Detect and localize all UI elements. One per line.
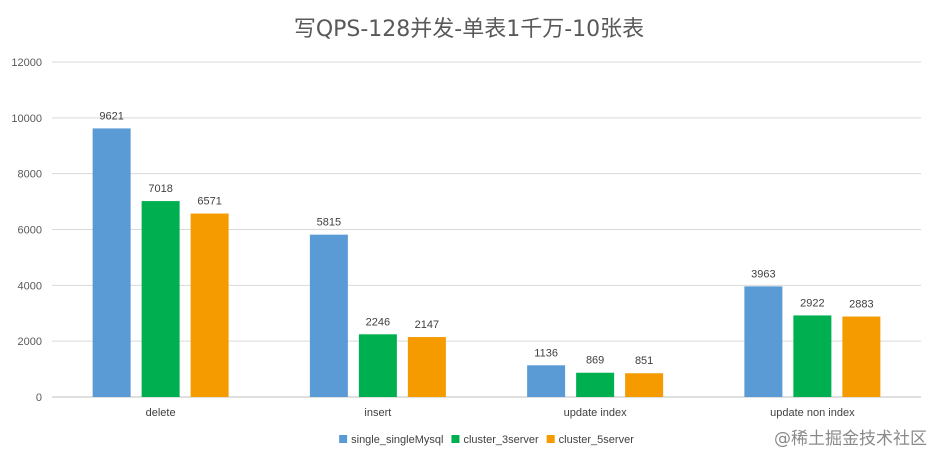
bar-cluster_3server-insert: [358, 334, 397, 397]
legend-swatch: [339, 435, 348, 443]
y-axis-ticks: 0 2000 4000 6000 8000 10000 12000: [11, 57, 42, 404]
legend-swatch: [546, 435, 555, 443]
data-label: 869: [586, 355, 604, 367]
x-category-label: update non index: [770, 407, 855, 419]
x-category-label: delete: [146, 407, 176, 419]
data-label: 7018: [148, 183, 172, 195]
data-label: 2147: [415, 319, 439, 331]
bar-cluster_3server-update-non-index: [793, 315, 832, 397]
bar-single_singleMysql-insert: [309, 234, 348, 397]
bar-single_singleMysql-update-non-index: [744, 286, 783, 397]
y-tick-label: 8000: [18, 169, 42, 181]
data-label: 2246: [366, 316, 390, 328]
y-tick-label: 4000: [18, 280, 42, 292]
data-labels: 9621 7018 6571 5815 2246 2147 1136 869 851 3963 29…: [99, 110, 873, 367]
bar-cluster_3server-delete: [141, 201, 180, 397]
legend-label: cluster_3server: [463, 434, 539, 446]
x-axis-categories: delete insert update index update non index: [146, 407, 855, 419]
watermark: @稀土掘金技术社区: [774, 429, 927, 449]
legend: single_singleMysql cluster_3server cluster…: [339, 434, 634, 446]
y-tick-label: 6000: [18, 225, 42, 237]
legend-item: cluster_3server: [451, 434, 539, 446]
data-label: 9621: [99, 110, 123, 122]
x-category-label: insert: [364, 407, 391, 419]
data-label: 5815: [317, 217, 341, 229]
chart-title: 写QPS-128并发-单表1千万-10张表: [294, 17, 644, 42]
bar-cluster_5server-insert: [407, 337, 446, 397]
data-label: 6571: [197, 196, 221, 208]
gridlines: [52, 61, 921, 398]
data-label: 2883: [849, 299, 873, 311]
data-label: 3963: [751, 268, 775, 280]
legend-label: single_singleMysql: [351, 434, 443, 446]
legend-swatch: [451, 435, 460, 443]
y-tick-label: 0: [36, 392, 42, 404]
x-category-label: update index: [564, 407, 627, 419]
legend-label: cluster_5server: [559, 434, 635, 446]
data-label: 851: [635, 355, 653, 367]
data-label: 2922: [800, 297, 824, 309]
bar-cluster_3server-update-index: [576, 372, 615, 397]
bar-cluster_5server-delete: [190, 213, 229, 397]
data-label: 1136: [534, 347, 558, 359]
y-tick-label: 10000: [11, 113, 42, 125]
bar-cluster_5server-update-non-index: [842, 316, 881, 397]
bar-single_singleMysql-delete: [92, 128, 131, 397]
bar-cluster_5server-update-index: [625, 373, 664, 397]
y-tick-label: 2000: [18, 336, 42, 348]
bars: [92, 128, 881, 397]
legend-item: single_singleMysql: [339, 434, 443, 446]
bar-single_singleMysql-update-index: [527, 365, 566, 397]
legend-item: cluster_5server: [546, 434, 635, 446]
y-tick-label: 12000: [11, 57, 42, 69]
